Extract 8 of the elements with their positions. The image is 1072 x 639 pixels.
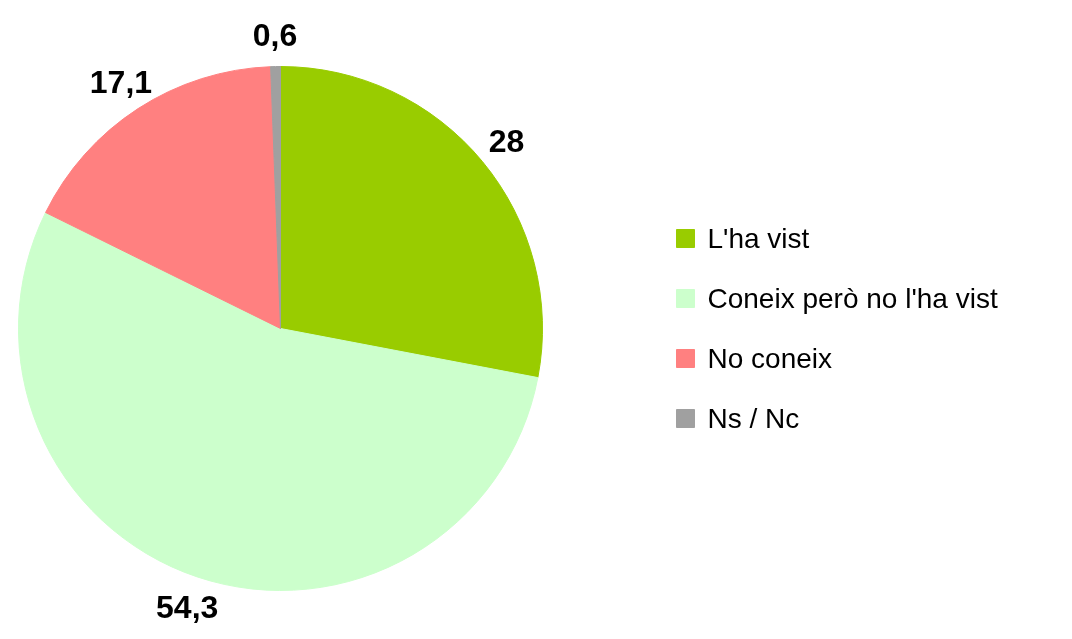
legend-label: L'ha vist [707,223,810,254]
data-label: 28 [488,123,525,160]
legend-label: Ns / Nc [707,403,800,434]
legend-label: No coneix [707,343,833,374]
legend-label: Coneix però no l'ha vist [707,283,998,314]
data-label: 0,6 [252,17,298,54]
data-label: 54,3 [156,588,219,625]
data-label: 17,1 [89,64,153,101]
